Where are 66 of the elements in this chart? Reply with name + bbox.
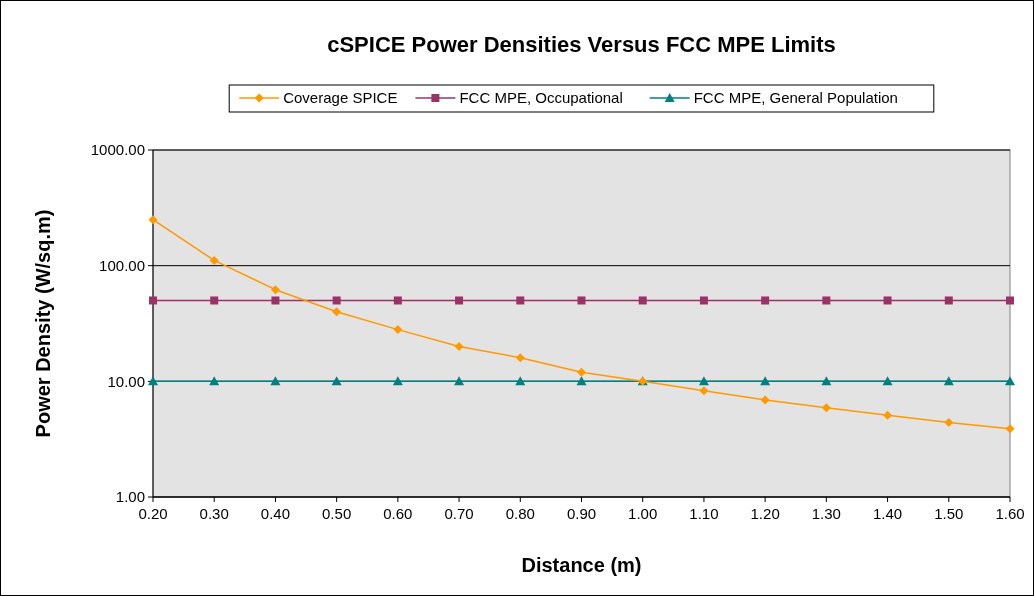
chart-title: cSPICE Power Densities Versus FCC MPE Limits (327, 32, 836, 57)
y-tick-label: 10.00 (107, 372, 145, 390)
point (515, 353, 525, 363)
x-tick-label: 0.90 (566, 505, 597, 522)
point (944, 418, 954, 428)
point (515, 376, 526, 386)
point (210, 296, 219, 305)
x-tick-label: 1.00 (628, 505, 658, 522)
point (944, 296, 953, 305)
point (516, 296, 525, 305)
point (883, 410, 893, 420)
point (943, 376, 954, 386)
point (698, 376, 709, 386)
point (454, 342, 464, 352)
point (1005, 376, 1015, 386)
x-tick-label: 0.30 (199, 505, 229, 522)
point (454, 376, 465, 386)
x-tick-label: 1.10 (689, 505, 719, 522)
point (331, 376, 342, 386)
y-tick-label: 1000.00 (90, 141, 145, 159)
point (270, 285, 280, 295)
point (577, 367, 586, 377)
point (1005, 424, 1015, 434)
x-tick-label: 0.70 (444, 505, 474, 522)
point (760, 376, 771, 386)
point (148, 215, 158, 225)
point (821, 403, 831, 413)
x-tick-label: 0.40 (260, 505, 291, 522)
point (1006, 296, 1014, 305)
point (455, 296, 464, 305)
x-tick-label: 0.20 (138, 505, 168, 522)
legend-label: Coverage SPICE (283, 89, 398, 107)
point (882, 376, 893, 386)
point (822, 296, 831, 305)
x-tick-label: 1.30 (811, 505, 841, 522)
x-tick-label: 0.50 (322, 505, 352, 522)
point (883, 296, 892, 305)
point (271, 296, 280, 305)
point (393, 296, 402, 305)
point (761, 296, 770, 305)
x-tick-label: 1.60 (995, 505, 1025, 522)
point (392, 376, 403, 386)
point (821, 376, 832, 386)
point (209, 255, 219, 265)
x-tick-label: 1.40 (872, 505, 903, 522)
point (332, 296, 341, 305)
point (699, 296, 708, 305)
legend-label: FCC MPE, Occupational (459, 89, 623, 107)
x-tick-label: 0.60 (383, 505, 413, 522)
x-axis-title: Distance (m) (521, 554, 642, 576)
point (577, 296, 586, 305)
point (760, 395, 770, 405)
x-tick-label: 1.20 (750, 505, 780, 522)
x-tick-label: 0.80 (505, 505, 535, 522)
point (699, 386, 709, 396)
x-tick-label: 1.50 (934, 505, 964, 522)
point (332, 307, 342, 317)
legend-label: FCC MPE, General Population (693, 89, 898, 107)
point (209, 376, 220, 386)
point (270, 376, 281, 386)
point (393, 325, 403, 335)
y-axis-title: Power Density (W/sq.m) (32, 209, 54, 438)
point (638, 296, 647, 305)
y-tick-label: 1.00 (115, 488, 145, 506)
y-tick-label: 100.00 (99, 256, 145, 274)
point (149, 296, 157, 305)
